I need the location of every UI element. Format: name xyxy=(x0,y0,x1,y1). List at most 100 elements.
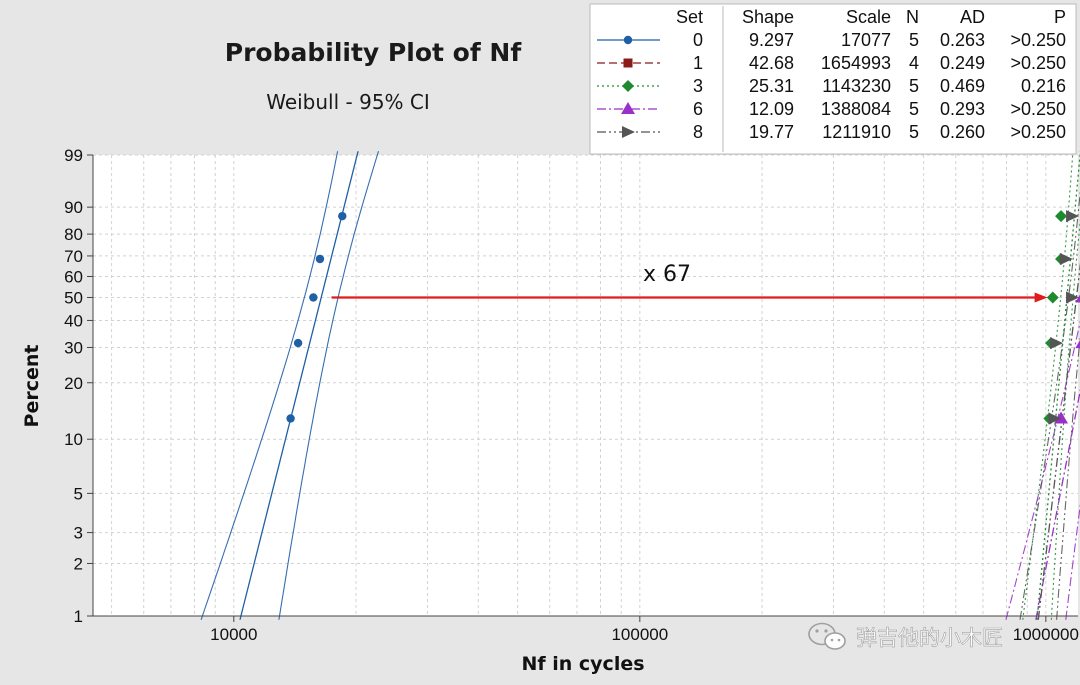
data-point-set-8-4 xyxy=(1059,253,1073,266)
legend: Set Shape Scale N AD P 0 9.297 17077 5 0.263… xyxy=(589,3,1077,155)
annotation-label: x 67 xyxy=(643,262,691,287)
legend-shape-set-0: 9.297 xyxy=(749,30,794,50)
y-tick-label-40: 40 xyxy=(64,311,83,330)
y-tick-label-60: 60 xyxy=(64,267,83,286)
y-tick-label-90: 90 xyxy=(64,198,83,217)
ci-band-lower-set-3 xyxy=(1022,151,1074,620)
legend-scale-set-3: 1143230 xyxy=(822,76,891,96)
y-tick-label-99: 99 xyxy=(64,146,83,165)
data-point-set-0-4 xyxy=(315,254,325,264)
legend-n-set-0: 5 xyxy=(909,30,919,50)
plot-area xyxy=(93,155,1078,616)
legend-scale-set-6: 1388084 xyxy=(821,99,891,119)
ci-band-upper-set-8 xyxy=(1056,334,1080,620)
y-tick-label-5: 5 xyxy=(74,484,83,503)
annotation-arrow-head xyxy=(1034,292,1048,303)
legend-p-set-6: >0.250 xyxy=(1010,99,1066,119)
y-tick-label-1: 1 xyxy=(74,607,83,626)
legend-p-set-1: >0.250 xyxy=(1010,53,1066,73)
watermark-text: 弹吉他的小木匠 xyxy=(856,626,1003,650)
wechat-icon xyxy=(808,622,846,650)
data-point-set-8-2 xyxy=(1050,337,1064,350)
legend-n-set-6: 5 xyxy=(909,99,919,119)
data-point-set-3-3 xyxy=(1046,291,1059,304)
fit-line-set-0 xyxy=(239,151,359,620)
ci-band-upper-set-0 xyxy=(278,151,380,620)
data-point-set-8-1 xyxy=(1048,412,1062,425)
legend-n-set-3: 5 xyxy=(909,76,919,96)
ci-band-lower-set-0 xyxy=(200,151,339,620)
fit-lines xyxy=(239,151,1080,620)
data-point-set-6-1 xyxy=(1054,411,1069,424)
data-point-set-0-1 xyxy=(286,414,295,423)
legend-set-set-8: 8 xyxy=(693,122,703,142)
legend-shape-set-6: 12.09 xyxy=(749,99,794,119)
legend-marker-set-3 xyxy=(622,80,634,92)
legend-header-ad: AD xyxy=(960,7,985,27)
legend-shape-set-3: 25.31 xyxy=(749,76,794,96)
legend-shape-set-8: 19.77 xyxy=(749,122,794,142)
watermark: 弹吉他的小木匠 xyxy=(808,622,1003,650)
chart-title: Probability Plot of Nf xyxy=(225,38,523,67)
legend-ad-set-6: 0.293 xyxy=(940,99,985,119)
legend-box xyxy=(589,3,1077,155)
grid xyxy=(93,154,1078,617)
legend-header-n: N xyxy=(906,7,919,27)
legend-p-set-8: >0.250 xyxy=(1010,122,1066,142)
data-point-set-6-3 xyxy=(1075,294,1080,303)
fit-line-set-3 xyxy=(1036,151,1080,620)
y-tick-label-3: 3 xyxy=(74,524,83,543)
chart-subtitle: Weibull - 95% CI xyxy=(266,90,430,114)
legend-header-p: P xyxy=(1054,7,1066,27)
data-point-set-3-5 xyxy=(1055,210,1068,223)
y-tick-label-2: 2 xyxy=(74,554,83,573)
data-point-set-8-3 xyxy=(1066,291,1080,304)
legend-p-set-3: 0.216 xyxy=(1021,76,1066,96)
legend-marker-set-1 xyxy=(623,58,633,68)
legend-header-set: Set xyxy=(676,7,703,27)
legend-ad-set-3: 0.469 xyxy=(940,76,985,96)
legend-scale-set-8: 1211910 xyxy=(822,122,891,142)
y-tick-label-30: 30 xyxy=(64,338,83,357)
legend-scale-set-1: 1654993 xyxy=(821,53,891,73)
x-axis-label: Nf in cycles xyxy=(521,653,644,675)
legend-marker-set-8 xyxy=(622,126,635,138)
legend-scale-set-0: 17077 xyxy=(841,30,891,50)
legend-set-set-3: 3 xyxy=(693,76,703,96)
annotation: x 67 xyxy=(331,262,1048,303)
legend-n-set-8: 5 xyxy=(909,122,919,142)
x-tick-label-10000: 10000 xyxy=(210,625,257,644)
legend-header-shape: Shape xyxy=(742,7,794,27)
data-point-set-0-3 xyxy=(309,293,318,302)
y-tick-label-10: 10 xyxy=(64,430,83,449)
legend-ad-set-8: 0.260 xyxy=(940,122,985,142)
y-tick-label-50: 50 xyxy=(64,288,83,307)
legend-p-set-0: >0.250 xyxy=(1010,30,1066,50)
data-point-set-0-2 xyxy=(293,338,303,348)
legend-set-set-6: 6 xyxy=(693,99,703,119)
y-axis-label: Percent xyxy=(21,345,43,428)
legend-header-scale: Scale xyxy=(846,7,891,27)
y-tick-label-80: 80 xyxy=(64,225,83,244)
legend-ad-set-1: 0.249 xyxy=(940,53,985,73)
legend-marker-set-0 xyxy=(623,35,633,45)
data-point-set-6-2 xyxy=(1075,340,1080,349)
legend-n-set-1: 4 xyxy=(909,53,919,73)
legend-ad-set-0: 0.263 xyxy=(940,30,985,50)
data-points xyxy=(286,210,1080,425)
fit-line-set-8 xyxy=(1037,262,1080,620)
legend-shape-set-1: 42.68 xyxy=(749,53,794,73)
legend-set-set-1: 1 xyxy=(693,53,703,73)
data-point-set-8-5 xyxy=(1066,210,1080,223)
data-point-set-0-5 xyxy=(338,211,347,221)
legend-set-set-0: 0 xyxy=(693,30,703,50)
legend-marker-set-6 xyxy=(621,102,635,114)
x-tick-label-1000000: 1000000 xyxy=(1013,625,1079,644)
y-tick-label-20: 20 xyxy=(64,374,83,393)
x-tick-label-100000: 100000 xyxy=(611,625,668,644)
ci-band-lower-set-8 xyxy=(1019,189,1080,620)
legend-rows: 0 9.297 17077 5 0.263 >0.250 1 42.68 1654993 4 0.2… xyxy=(597,30,1066,142)
